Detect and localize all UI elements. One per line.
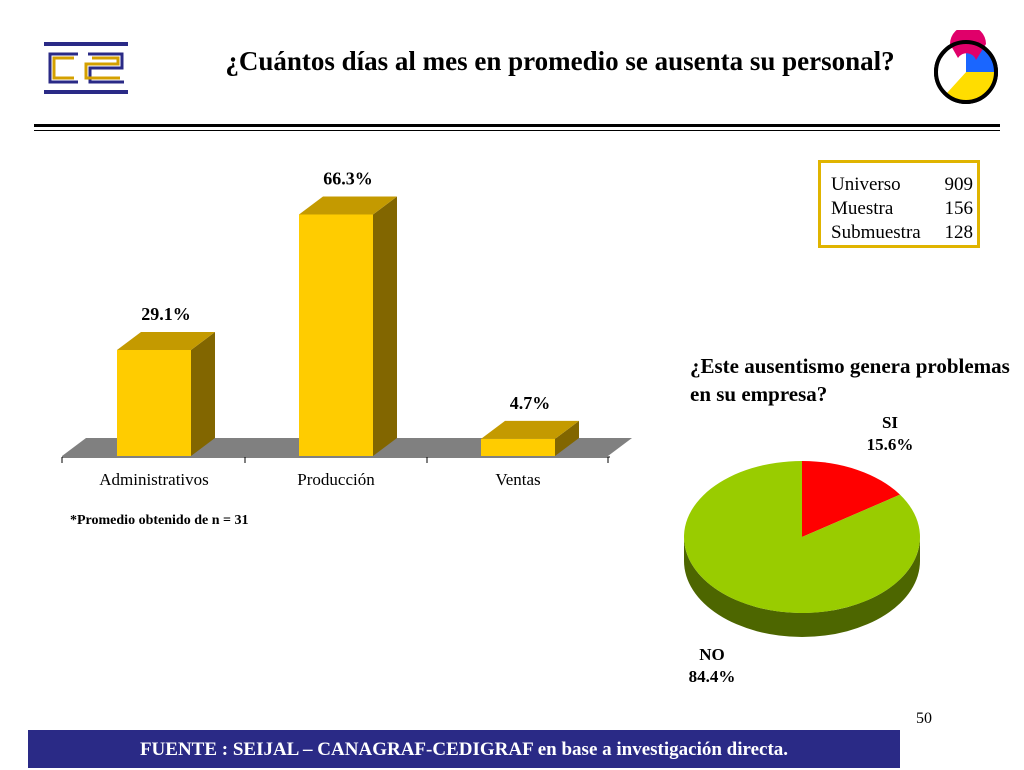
pie-chart <box>684 461 920 637</box>
page-number: 50 <box>916 710 932 727</box>
bar-ventas <box>481 420 579 456</box>
sample-value: 128 <box>944 222 974 243</box>
sample-label: Muestra <box>831 198 894 219</box>
sample-value: 909 <box>944 174 974 195</box>
pie-percent-label: 84.4% <box>688 667 736 686</box>
sample-row-universo: Universo 909 <box>831 173 977 197</box>
left-logo <box>44 42 128 94</box>
bar <box>481 438 555 456</box>
right-logo <box>934 30 998 104</box>
sample-value: 156 <box>944 198 974 219</box>
pie-category-label: NO <box>699 645 725 664</box>
bar-top <box>117 331 215 350</box>
pie-chart-title: ¿Este ausentismo genera problemas en su … <box>690 354 1010 406</box>
header-rule-thin <box>34 130 1000 131</box>
bar-administrativos <box>117 331 215 456</box>
bar-side <box>373 196 397 456</box>
pie-label-si: SI 15.6% <box>850 412 930 456</box>
pie-slice-si <box>802 461 901 537</box>
x-tick-label: Administrativos <box>99 470 209 489</box>
bar-chart: 29.1% Administrativos 66.3% Producción 4.7% V… <box>61 168 632 489</box>
pie-label-no: NO 84.4% <box>672 644 752 688</box>
bar <box>117 349 191 456</box>
x-tick-label: Ventas <box>495 470 540 489</box>
pie-percent-label: 15.6% <box>866 435 914 454</box>
pie-slice-no <box>684 461 920 613</box>
pie-category-label: SI <box>881 413 899 432</box>
sample-row-submuestra: Submuestra 128 <box>831 221 977 245</box>
cas-logo-icon <box>44 42 128 94</box>
sample-row-muestra: Muestra 156 <box>831 197 977 221</box>
bar-data-label: 29.1% <box>141 304 191 324</box>
sample-label: Universo <box>831 174 901 195</box>
bar-side <box>191 331 215 456</box>
color-circle-logo-icon <box>934 30 998 104</box>
bar-data-label: 4.7% <box>510 393 551 413</box>
sample-label: Submuestra <box>831 222 921 243</box>
pie-slice-side-no <box>684 537 920 637</box>
bar-producción <box>299 196 397 456</box>
source-bar: FUENTE : SEIJAL – CANAGRAF-CEDIGRAF en b… <box>28 730 900 768</box>
footnote: *Promedio obtenido de n = 31 <box>70 513 249 528</box>
bar-data-label: 66.3% <box>323 168 373 188</box>
bar-side <box>555 420 579 456</box>
sample-info-box: Universo 909 Muestra 156 Submuestra 128 <box>818 160 980 248</box>
page-title: ¿Cuántos días al mes en promedio se ause… <box>225 46 895 76</box>
bar-top <box>481 420 579 439</box>
bar <box>299 214 373 456</box>
x-tick-label: Producción <box>297 470 375 489</box>
bar-top <box>299 196 397 215</box>
header-rule <box>34 124 1000 127</box>
